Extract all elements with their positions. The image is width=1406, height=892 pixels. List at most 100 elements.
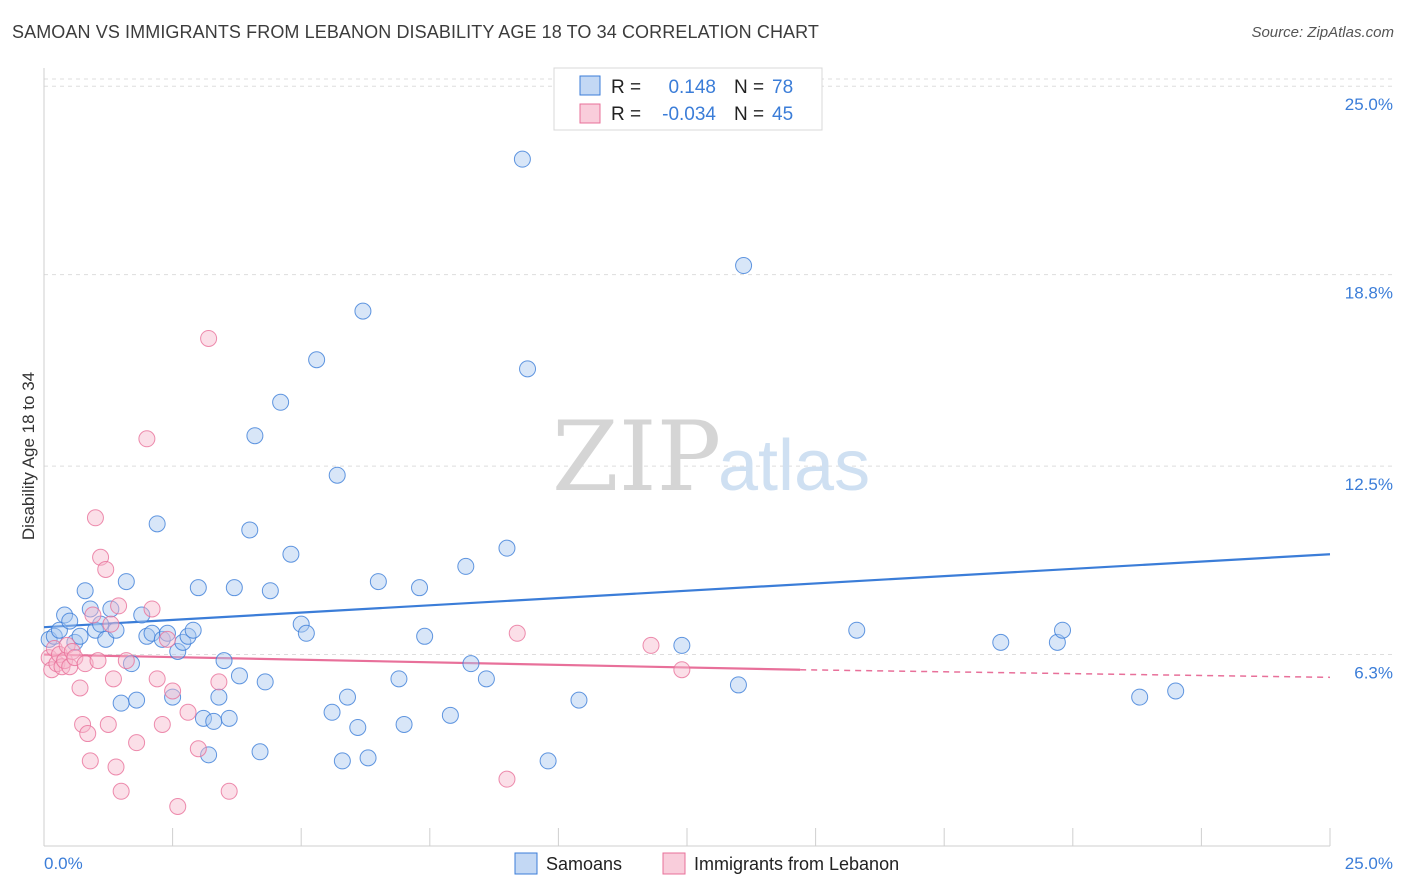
point-samoans — [148, 515, 166, 533]
legend-swatch-blue — [579, 75, 601, 96]
point-samoans — [122, 655, 140, 673]
series-legend: Samoans Immigrants from Lebanon — [514, 852, 899, 875]
bottom-legend-label-samoans: Samoans — [546, 854, 622, 874]
point-samoans — [369, 573, 387, 591]
point-lebanon — [158, 630, 176, 648]
point-samoans — [848, 621, 866, 639]
chart-title: SAMOAN VS IMMIGRANTS FROM LEBANON DISABI… — [12, 22, 820, 42]
point-samoans — [729, 676, 747, 694]
point-samoans — [200, 746, 218, 764]
point-lebanon — [164, 682, 182, 700]
y-tick-label: 25.0% — [1345, 95, 1393, 114]
watermark-zip: ZIP — [552, 401, 721, 513]
legend-r-value-1: 0.148 — [668, 77, 716, 98]
point-samoans — [1054, 621, 1072, 639]
point-lebanon — [97, 560, 115, 578]
point-lebanon — [79, 725, 97, 743]
point-lebanon — [99, 715, 117, 733]
point-samoans — [117, 573, 135, 591]
point-samoans — [457, 557, 475, 575]
point-samoans — [112, 694, 130, 712]
point-samoans — [251, 743, 269, 761]
y-tick-label: 12.5% — [1345, 475, 1393, 494]
y-tick-label: 18.8% — [1345, 284, 1393, 303]
point-lebanon — [210, 673, 228, 691]
trend-line-extension — [800, 668, 1331, 679]
legend-r-label-2: R = — [611, 104, 641, 125]
point-samoans — [539, 752, 557, 770]
point-samoans — [71, 627, 89, 645]
data-points — [40, 150, 1185, 815]
point-samoans — [673, 636, 691, 654]
point-samoans — [297, 624, 315, 642]
point-lebanon — [76, 655, 94, 673]
point-samoans — [189, 579, 207, 597]
legend-n-label-1: N = — [734, 77, 764, 98]
point-samoans — [395, 715, 413, 733]
point-samoans — [323, 703, 341, 721]
point-samoans — [158, 624, 176, 642]
point-lebanon — [104, 670, 122, 688]
point-samoans — [513, 150, 531, 168]
point-samoans — [272, 393, 290, 411]
source-label: Source: ZipAtlas.com — [1251, 24, 1394, 41]
point-samoans — [477, 670, 495, 688]
legend-r-label-1: R = — [611, 77, 641, 98]
point-lebanon — [117, 652, 135, 670]
point-lebanon — [128, 734, 146, 752]
point-samoans — [246, 427, 264, 445]
x-ticks — [43, 828, 1331, 846]
point-lebanon — [74, 715, 92, 733]
point-samoans — [210, 688, 228, 706]
point-samoans — [76, 582, 94, 600]
point-samoans — [992, 633, 1010, 651]
point-samoans — [205, 712, 223, 730]
point-samoans — [169, 643, 187, 660]
point-lebanon — [220, 782, 238, 800]
point-samoans — [292, 615, 310, 633]
point-samoans — [194, 709, 212, 727]
point-lebanon — [169, 797, 187, 815]
point-lebanon — [86, 509, 104, 527]
point-lebanon — [673, 661, 691, 679]
y-tick-labels: 6.3% 12.5% 18.8% 25.0% — [1345, 95, 1393, 682]
x-tick-label-min: 0.0% — [44, 854, 83, 873]
legend-r-value-2: -0.034 — [662, 104, 716, 125]
bottom-legend-swatch-samoans — [514, 852, 538, 875]
point-lebanon — [148, 670, 166, 688]
legend-n-value-1: 78 — [772, 77, 793, 98]
point-samoans — [143, 624, 161, 642]
point-lebanon — [66, 649, 84, 667]
point-samoans — [256, 673, 274, 691]
x-tick-label-max: 25.0% — [1345, 854, 1393, 873]
point-samoans — [261, 582, 279, 600]
point-lebanon — [189, 740, 207, 758]
point-samoans — [282, 545, 300, 563]
point-samoans — [390, 670, 408, 688]
point-samoans — [220, 709, 238, 727]
point-lebanon — [143, 600, 161, 618]
point-samoans — [225, 579, 243, 597]
point-lebanon — [508, 624, 526, 642]
point-samoans — [570, 691, 588, 709]
stats-legend: R = 0.148 N = 78 R = -0.034 N = 45 — [553, 67, 823, 131]
bottom-legend-label-lebanon: Immigrants from Lebanon — [694, 854, 899, 874]
point-lebanon — [84, 606, 102, 624]
point-samoans — [1167, 682, 1185, 700]
point-samoans — [498, 539, 516, 557]
point-lebanon — [112, 782, 130, 800]
point-samoans — [462, 655, 480, 673]
watermark-atlas: atlas — [718, 426, 870, 506]
point-samoans — [128, 691, 146, 709]
trend-lines — [43, 553, 1331, 679]
point-lebanon — [138, 430, 156, 448]
point-samoans — [441, 706, 459, 724]
point-samoans — [61, 612, 79, 630]
point-lebanon — [71, 679, 89, 697]
point-lebanon — [107, 758, 125, 776]
point-samoans — [133, 606, 151, 624]
point-samoans — [241, 521, 259, 539]
point-samoans — [333, 752, 351, 770]
point-lebanon — [200, 329, 218, 347]
